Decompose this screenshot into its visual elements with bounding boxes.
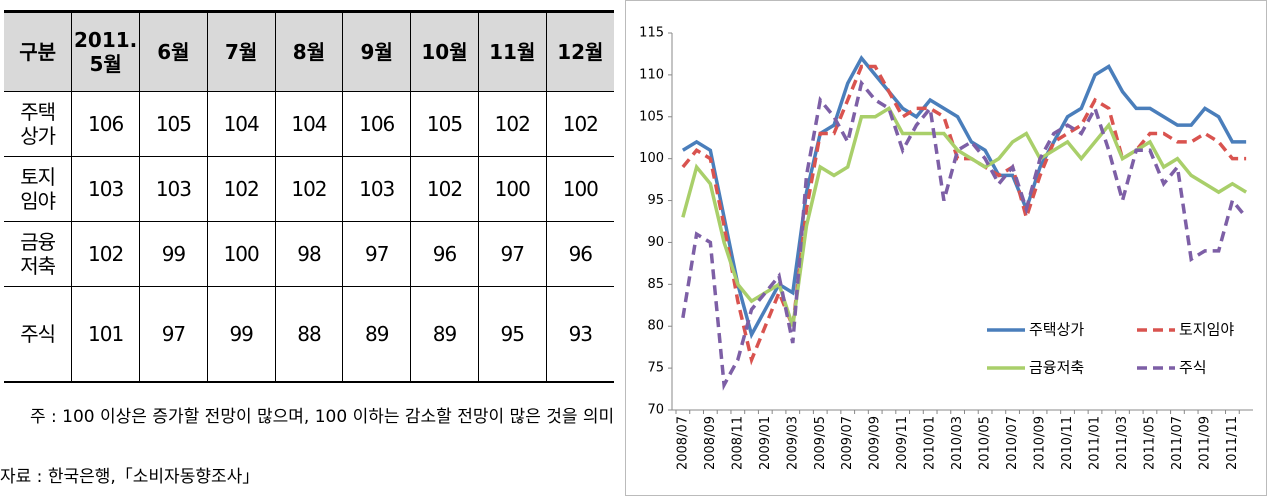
cell: 105: [139, 91, 208, 157]
series-line: [681, 105, 1248, 327]
legend-label: 주택상가: [1029, 321, 1084, 339]
cell: 100: [477, 156, 547, 222]
x-tick-label: 2009/07: [840, 416, 855, 470]
cell: 96: [545, 221, 614, 287]
table-row: 토지 임야 103 103 102 102 103 102 100 100: [4, 156, 614, 222]
cell: 100: [545, 156, 614, 222]
series-line: [681, 64, 1247, 366]
y-tick-label: 95: [647, 193, 664, 208]
header-cell: 6월: [139, 10, 208, 92]
row-label: 주식: [4, 286, 72, 383]
cell: 104: [274, 91, 343, 157]
header-cell: 12월: [545, 10, 614, 92]
chart: 70 75 80 85 90 95 100 105 110 115 2008/07 2008/09 20…: [625, 0, 1267, 496]
x-tick-label: 2009/09: [868, 416, 883, 470]
legend-label: 토지임야: [1179, 321, 1234, 339]
table-row: 주택 상가 106 105 104 104 106 105 102 102: [4, 91, 614, 157]
table-row: 주식 101 97 99 88 89 89 95 93: [4, 286, 614, 383]
x-tick-label: 2010/01: [923, 416, 938, 470]
header-cell: 7월: [206, 10, 276, 92]
x-tick-label: 2008/09: [703, 416, 718, 470]
row-label: 금융 저축: [4, 221, 72, 287]
cell: 99: [139, 221, 208, 287]
x-tick-label: 2010/07: [1005, 416, 1020, 470]
cell: 93: [545, 286, 614, 383]
cell: 104: [206, 91, 276, 157]
x-tick-label: 2009/03: [785, 416, 800, 470]
y-tick-label: 75: [647, 361, 664, 376]
x-tick-label: 2011/03: [1115, 416, 1130, 470]
cell: 89: [410, 286, 479, 383]
x-tick-label: 2009/01: [758, 416, 773, 470]
series-line: [681, 79, 1248, 391]
x-tick-label: 2008/11: [730, 416, 745, 470]
note: 주 : 100 이상은 증가할 전망이 많으며, 100 이하는 감소할 전망이…: [30, 407, 615, 427]
y-tick-label: 80: [647, 319, 664, 334]
source: 자료 : 한국은행,「소비자동향조사」: [0, 467, 260, 487]
cell: 102: [477, 91, 547, 157]
legend-label: 금융저축: [1029, 359, 1084, 377]
cell: 106: [71, 91, 140, 157]
y-tick-label: 85: [647, 277, 664, 292]
y-tick-label: 70: [647, 403, 664, 418]
y-tick-label: 100: [639, 151, 664, 166]
y-tick-label: 105: [639, 109, 664, 124]
cell: 102: [206, 156, 276, 222]
row-label: 토지 임야: [4, 156, 72, 222]
header-cell: 2011. 5월: [71, 10, 140, 92]
cell: 102: [274, 156, 343, 222]
cell: 102: [71, 221, 140, 287]
cell: 95: [477, 286, 547, 383]
row-label: 주택 상가: [4, 91, 72, 157]
cell: 97: [342, 221, 411, 287]
x-tick-label: 2010/09: [1033, 416, 1048, 470]
header-cell: 10월: [410, 10, 479, 92]
cell: 102: [545, 91, 614, 157]
cell: 101: [71, 286, 140, 383]
cell: 103: [139, 156, 208, 222]
table: 구분 2011. 5월 6월 7월 8월 9월 10월 11월 12월 주택 상가 106 105 10…: [4, 10, 614, 383]
legend-label: 주식: [1179, 359, 1207, 377]
x-tick-label: 2011/11: [1225, 416, 1240, 470]
header-cell: 11월: [477, 10, 547, 92]
y-tick-label: 110: [639, 67, 664, 82]
x-tick-label: 2011/01: [1088, 416, 1103, 470]
x-tick-label: 2010/05: [978, 416, 993, 470]
x-tick-label: 2011/07: [1170, 416, 1185, 470]
cell: 106: [342, 91, 411, 157]
table-row: 금융 저축 102 99 100 98 97 96 97 96: [4, 221, 614, 287]
y-tick-label: 115: [639, 26, 664, 41]
cell: 97: [477, 221, 547, 287]
cell: 98: [274, 221, 343, 287]
cell: 105: [410, 91, 479, 157]
cell: 103: [71, 156, 140, 222]
x-tick-label: 2009/05: [813, 416, 828, 470]
series-line: [681, 55, 1247, 340]
header-cell: 9월: [342, 10, 411, 92]
header-cell: 구분: [4, 10, 72, 92]
x-tick-label: 2008/07: [675, 416, 690, 470]
cell: 88: [274, 286, 343, 383]
cell: 89: [342, 286, 411, 383]
cell: 103: [342, 156, 411, 222]
cell: 96: [410, 221, 479, 287]
x-tick-label: 2010/03: [950, 416, 965, 470]
x-tick-label: 2011/09: [1197, 416, 1212, 470]
cell: 97: [139, 286, 208, 383]
y-tick-label: 90: [647, 235, 664, 250]
x-tick-label: 2009/11: [895, 416, 910, 470]
cell: 100: [206, 221, 276, 287]
cell: 102: [410, 156, 479, 222]
cell: 99: [206, 286, 276, 383]
header-cell: 8월: [274, 10, 343, 92]
x-tick-label: 2010/11: [1060, 416, 1075, 470]
x-tick-label: 2011/05: [1142, 416, 1157, 470]
